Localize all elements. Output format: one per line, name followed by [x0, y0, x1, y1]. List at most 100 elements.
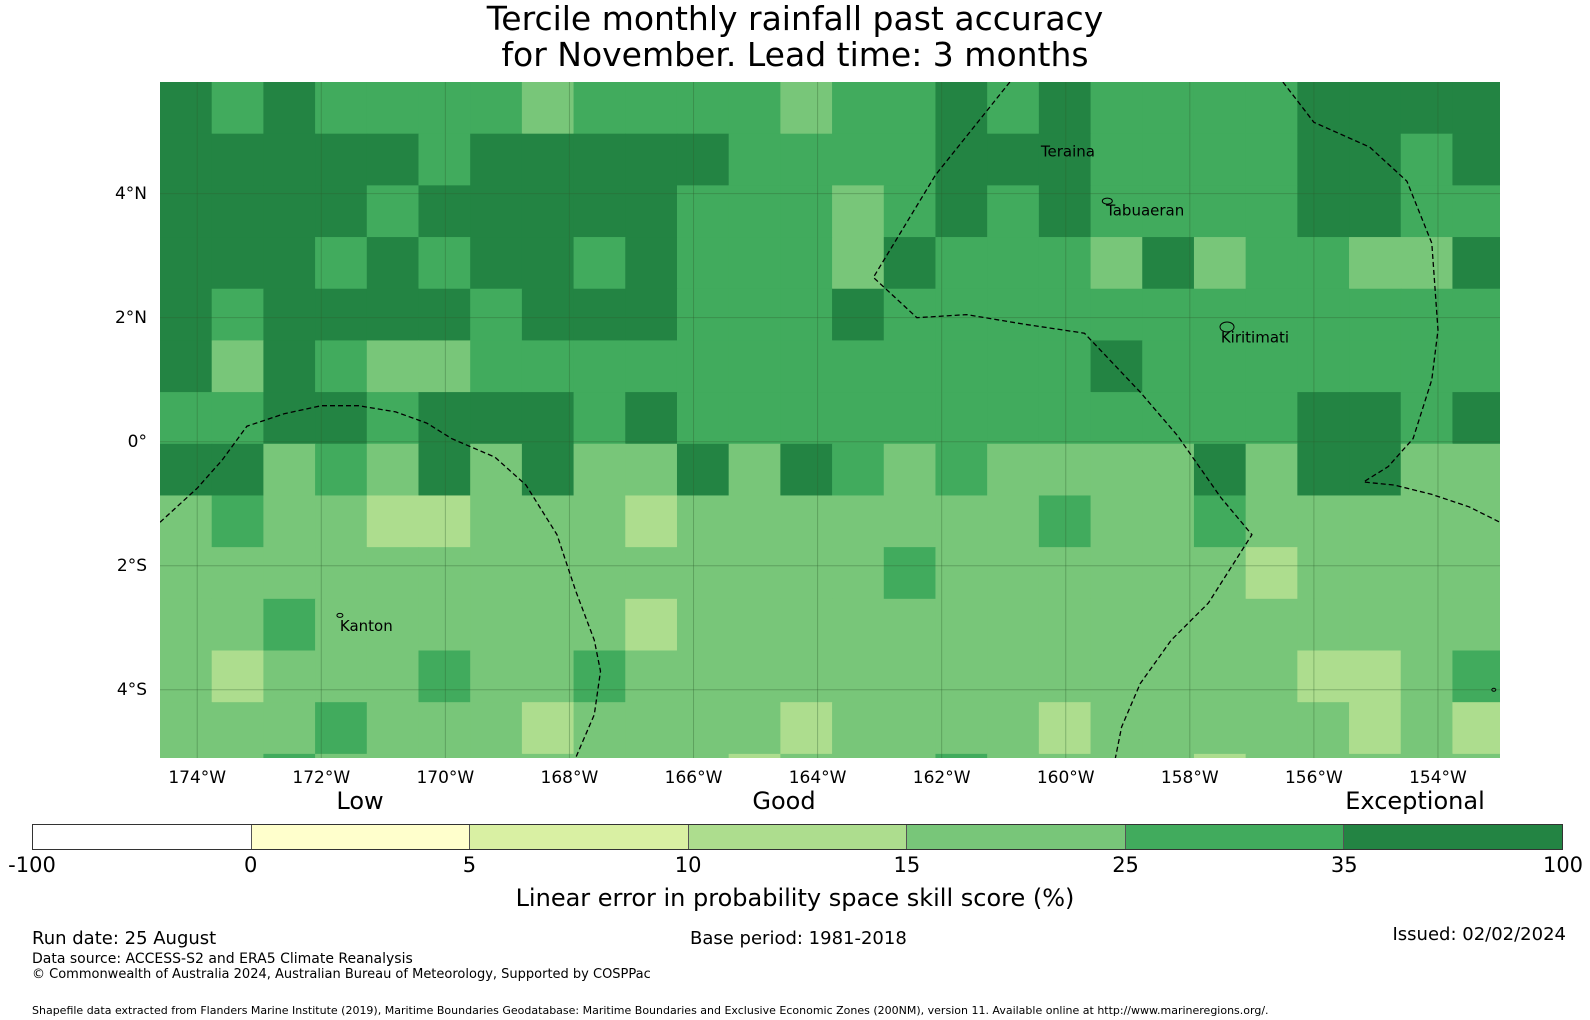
- skill-cell: [1193, 547, 1247, 600]
- skill-cell: [573, 443, 626, 497]
- skill-cell: [1400, 82, 1454, 135]
- longitude-tick-label: 158°W: [1160, 768, 1219, 788]
- skill-cell: [1038, 237, 1092, 290]
- longitude-tick-label: 174°W: [168, 768, 227, 788]
- skill-cell: [1142, 185, 1195, 238]
- island-outline: [1491, 687, 1497, 692]
- skill-cell: [1038, 133, 1092, 186]
- skill-cell: [160, 753, 213, 758]
- colorbar-segment: [1344, 825, 1563, 849]
- skill-cell: [418, 598, 471, 652]
- skill-cell: [1245, 133, 1298, 186]
- skill-cell: [470, 495, 523, 548]
- skill-cell: [160, 598, 213, 652]
- skill-cell: [160, 650, 213, 703]
- skill-cell: [832, 753, 885, 758]
- skill-cell: [883, 82, 937, 135]
- skill-cell: [728, 288, 781, 342]
- skill-cell: [780, 443, 833, 497]
- skill-cell: [573, 237, 626, 290]
- skill-cell: [1400, 495, 1454, 548]
- place-label: Kanton: [340, 617, 393, 635]
- skill-cell: [470, 82, 523, 135]
- skill-cell: [625, 133, 678, 186]
- shapefile-credit: Shapefile data extracted from Flanders M…: [32, 1004, 1269, 1017]
- skill-cell: [1400, 288, 1454, 342]
- island-outline: [1101, 197, 1113, 205]
- skill-cell: [1452, 702, 1500, 755]
- skill-cell: [315, 443, 368, 497]
- skill-cell: [263, 753, 316, 758]
- skill-cell: [418, 753, 471, 758]
- skill-cell: [1452, 82, 1500, 135]
- colorbar: [32, 824, 1563, 850]
- skill-cell: [366, 598, 420, 652]
- skill-cell: [935, 185, 988, 238]
- skill-cell: [315, 392, 368, 445]
- skill-cell: [1038, 495, 1092, 548]
- map-title-line-2: for November. Lead time: 3 months: [501, 35, 1089, 74]
- eez-boundaries: [160, 82, 1500, 758]
- skill-cell: [883, 547, 937, 600]
- skill-cell: [780, 547, 833, 600]
- skill-cell: [366, 702, 420, 755]
- skill-cell: [470, 598, 523, 652]
- skill-cell: [676, 443, 730, 497]
- skill-cell: [1038, 340, 1092, 393]
- skill-cell: [780, 185, 833, 238]
- skill-cell: [573, 392, 626, 445]
- skill-cell: [263, 702, 316, 755]
- skill-cell: [987, 133, 1040, 186]
- skill-cell: [728, 443, 781, 497]
- legend-band-label: Low: [336, 787, 384, 815]
- skill-cell: [728, 495, 781, 548]
- skill-cell: [728, 340, 781, 393]
- skill-cell: [315, 702, 368, 755]
- skill-cell: [625, 185, 678, 238]
- skill-cell: [1193, 237, 1247, 290]
- skill-cell: [263, 288, 316, 342]
- skill-cell: [315, 185, 368, 238]
- skill-cell: [1400, 547, 1454, 600]
- skill-cell: [211, 443, 264, 497]
- skill-cell: [211, 753, 264, 758]
- place-label: Teraina: [1040, 142, 1095, 160]
- skill-cell: [1349, 392, 1402, 445]
- skill-cell: [1245, 495, 1298, 548]
- skill-cell: [418, 185, 471, 238]
- skill-cell: [263, 495, 316, 548]
- longitude-tick-label: 154°W: [1409, 768, 1467, 788]
- skill-cell: [263, 237, 316, 290]
- skill-cell: [366, 340, 420, 393]
- skill-cell: [418, 237, 471, 290]
- skill-cell: [1193, 443, 1247, 497]
- skill-cell: [1349, 82, 1402, 135]
- skill-cell: [263, 547, 316, 600]
- skill-cell: [987, 340, 1040, 393]
- skill-cell: [935, 237, 988, 290]
- skill-cell: [1090, 495, 1143, 548]
- skill-cell: [211, 702, 264, 755]
- data-source: Data source: ACCESS-S2 and ERA5 Climate …: [32, 951, 413, 967]
- skill-cell: [832, 392, 885, 445]
- skill-cell: [521, 133, 575, 186]
- skill-cell: [1297, 598, 1350, 652]
- skill-cell: [1090, 443, 1143, 497]
- skill-cell: [1297, 547, 1350, 600]
- skill-cell: [1245, 185, 1298, 238]
- skill-cell: [315, 547, 368, 600]
- skill-cell: [521, 288, 575, 342]
- skill-cell: [521, 392, 575, 445]
- skill-cell: [625, 82, 678, 135]
- skill-cell: [883, 753, 937, 758]
- skill-cell: [728, 650, 781, 703]
- graticule: [160, 82, 1500, 758]
- skill-cell: [987, 495, 1040, 548]
- skill-cell: [987, 650, 1040, 703]
- place-labels: Teraina Tabuaeran Kiritimati Kanton: [340, 142, 1289, 634]
- eez-boundary-line: [1282, 82, 1500, 523]
- skill-cell: [1038, 392, 1092, 445]
- skill-cell: [470, 547, 523, 600]
- skill-cell: [883, 237, 937, 290]
- skill-cell: [573, 598, 626, 652]
